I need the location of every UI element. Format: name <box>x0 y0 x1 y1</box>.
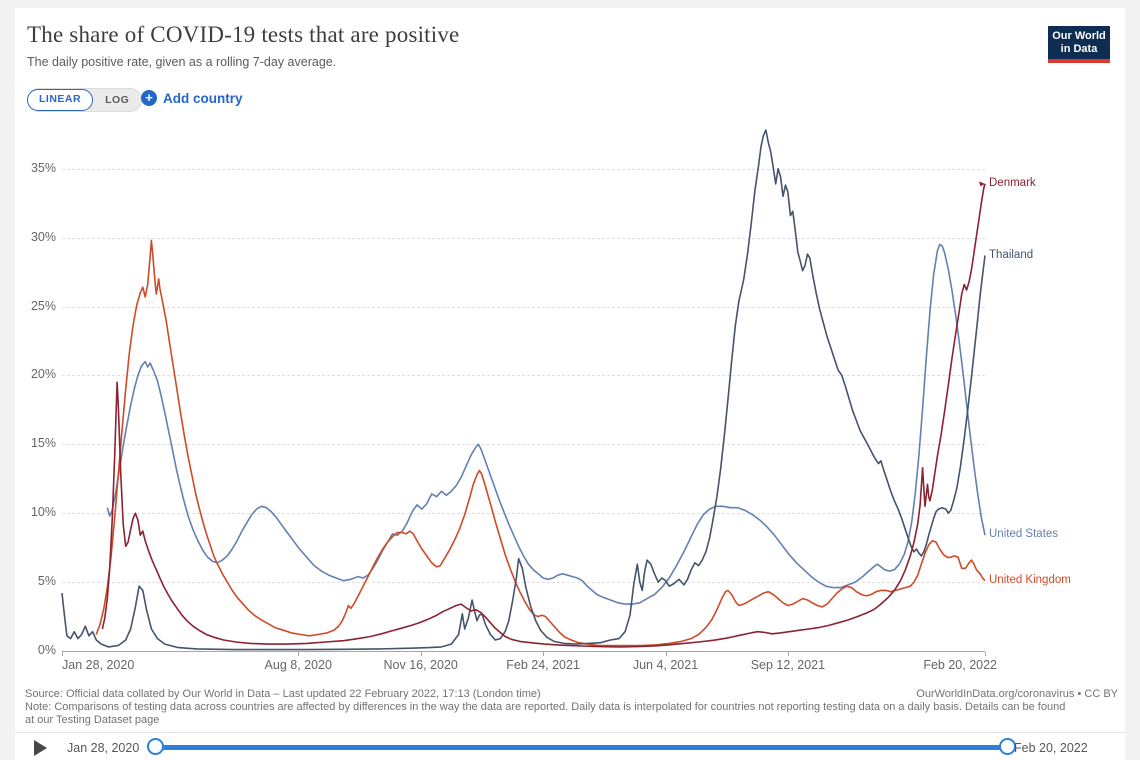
linear-scale-button[interactable]: LINEAR <box>27 88 94 111</box>
timeline-start-handle[interactable] <box>147 738 164 755</box>
x-axis-label: Jun 4, 2021 <box>632 658 699 672</box>
x-axis-label: Aug 8, 2020 <box>264 658 332 672</box>
y-axis-label-30%: 30% <box>30 229 56 244</box>
x-axis-label: Jan 28, 2020 <box>62 658 135 672</box>
y-axis-label-25%: 25% <box>30 298 56 313</box>
line-thailand[interactable] <box>61 129 986 651</box>
x-tick-mark <box>298 652 300 656</box>
series-label-united-states: United States <box>989 528 1059 541</box>
timeline-end-handle[interactable] <box>999 738 1016 755</box>
series-label-united-kingdom: United Kingdom <box>989 573 1071 586</box>
y-axis-label-10%: 10% <box>30 505 56 520</box>
line-united-kingdom[interactable] <box>95 239 986 647</box>
series-label-denmark: Denmark <box>989 176 1036 189</box>
x-axis-label: Nov 16, 2020 <box>383 658 458 672</box>
timeline-slider-track[interactable] <box>154 745 1006 750</box>
add-country-button[interactable]: + Add country <box>141 90 243 106</box>
gridline-25% <box>62 306 985 308</box>
x-tick-mark <box>543 652 545 656</box>
add-country-label: Add country <box>163 90 243 106</box>
gridline-35% <box>62 168 985 170</box>
x-tick-mark <box>420 652 422 656</box>
x-axis-label: Feb 20, 2022 <box>923 658 997 672</box>
x-axis-line <box>62 651 985 652</box>
owid-logo-line1: Our World <box>1052 30 1106 42</box>
x-tick-mark <box>985 652 986 656</box>
timeline-divider <box>15 732 1125 733</box>
page-title: The share of COVID-19 tests that are pos… <box>27 22 460 47</box>
timeline-start-label: Jan 28, 2020 <box>67 741 140 755</box>
line-denmark[interactable] <box>101 183 986 648</box>
gridline-30% <box>62 237 985 239</box>
scale-toggle: LINEAR LOG <box>27 88 143 112</box>
y-axis-label-5%: 5% <box>37 574 56 589</box>
owid-logo-line2: in Data <box>1060 43 1098 55</box>
y-axis-label-15%: 15% <box>30 436 56 451</box>
line-end-marker-denmark <box>979 181 985 187</box>
x-tick-mark <box>787 652 789 656</box>
x-tick-mark <box>665 652 667 656</box>
y-axis-label-20%: 20% <box>30 367 56 382</box>
x-tick-mark <box>62 652 63 656</box>
chart-card <box>15 8 1125 760</box>
gridline-15% <box>62 444 985 446</box>
attribution-text: OurWorldInData.org/coronavirus • CC BY <box>916 688 1118 700</box>
y-axis-label-0%: 0% <box>37 643 56 657</box>
play-icon[interactable] <box>34 740 47 756</box>
timeline-end-label: Feb 20, 2022 <box>1014 741 1088 755</box>
note-text: Note: Comparisons of testing data across… <box>25 701 1066 726</box>
x-axis-label: Feb 24, 2021 <box>506 658 580 672</box>
x-axis-label: Sep 12, 2021 <box>750 658 826 672</box>
owid-logo-red-bar <box>1048 59 1110 63</box>
series-label-thailand: Thailand <box>989 248 1034 261</box>
gridline-10% <box>62 513 985 515</box>
y-axis-label-35%: 35% <box>30 160 56 175</box>
gridline-20% <box>62 375 985 377</box>
gridline-5% <box>62 582 985 584</box>
plus-circle-icon: + <box>141 90 157 106</box>
owid-logo[interactable]: Our World in Data <box>1048 26 1110 63</box>
line-united-states[interactable] <box>106 243 986 605</box>
page-subtitle: The daily positive rate, given as a roll… <box>27 55 337 69</box>
source-text: Source: Official data collated by Our Wo… <box>25 688 541 700</box>
log-scale-button[interactable]: LOG <box>105 94 130 106</box>
